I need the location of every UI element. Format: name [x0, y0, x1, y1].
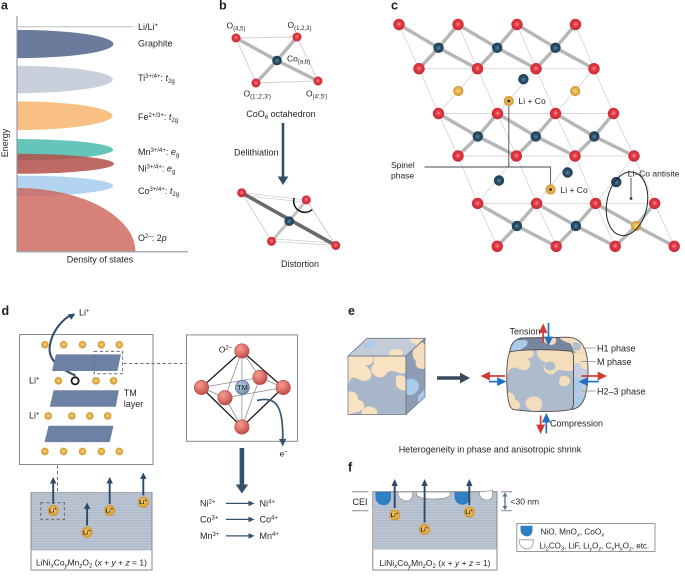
svg-text:Li + Co: Li + Co — [561, 185, 588, 195]
svg-text:M phase: M phase — [597, 357, 632, 367]
svg-text:e–: e– — [280, 449, 289, 459]
svg-text:TM: TM — [237, 383, 248, 392]
svg-text:Li+: Li+ — [106, 507, 114, 515]
svg-text:Li–Co antisite: Li–Co antisite — [628, 169, 680, 179]
svg-text:LiNixCoyMnzO2 (x + y + z = 1): LiNixCoyMnzO2 (x + y + z = 1) — [36, 558, 147, 570]
svg-text:Li+: Li+ — [420, 526, 428, 534]
svg-text:O2–: O2– — [219, 344, 233, 354]
svg-text:Co3+/4+: t2g: Co3+/4+: t2g — [138, 186, 179, 198]
svg-text:Density of states: Density of states — [67, 255, 134, 265]
svg-text:Li+: Li+ — [139, 498, 147, 506]
svg-text:Mn4+: Mn4+ — [260, 531, 280, 541]
svg-text:Fe2+/3+: t2g: Fe2+/3+: t2g — [138, 112, 178, 124]
svg-text:phase: phase — [391, 171, 414, 181]
svg-text:d: d — [2, 304, 10, 318]
svg-text:CEI: CEI — [353, 497, 368, 507]
svg-text:Tension: Tension — [510, 327, 541, 337]
svg-text:CoO6 octahedron: CoO6 octahedron — [246, 109, 315, 121]
svg-text:LiNixCoyMnzO2 (x + y + z = 1): LiNixCoyMnzO2 (x + y + z = 1) — [380, 558, 491, 570]
svg-text:Li+: Li+ — [83, 528, 91, 536]
svg-text:H1 phase: H1 phase — [597, 344, 636, 354]
svg-text:O(4,5): O(4,5) — [227, 21, 246, 33]
svg-text:Graphite: Graphite — [138, 39, 173, 49]
svg-text:Li+: Li+ — [29, 411, 40, 421]
svg-text:Li/Li+: Li/Li+ — [138, 22, 159, 32]
svg-text:O(4′,5′): O(4′,5′) — [306, 89, 327, 101]
svg-text:O(1′,2′,3′): O(1′,2′,3′) — [244, 89, 271, 101]
svg-text:Ni3+/4+: eg: Ni3+/4+: eg — [138, 164, 175, 176]
svg-text:Li+: Li+ — [49, 507, 57, 515]
svg-text:Compression: Compression — [550, 419, 603, 429]
svg-text:f: f — [348, 461, 353, 475]
svg-text:Li2CO3, LiF, LiyOz, CxHyOz, et: Li2CO3, LiF, LiyOz, CxHyOz, etc. — [540, 541, 650, 552]
svg-text:Li+: Li+ — [391, 511, 399, 519]
svg-text:e: e — [348, 304, 355, 318]
svg-text:NiO, MnOx, CoOx: NiO, MnOx, CoOx — [541, 527, 606, 538]
svg-text:Mn3+/4+: eg: Mn3+/4+: eg — [138, 147, 179, 159]
svg-text:b: b — [219, 0, 227, 13]
svg-text:Energy: Energy — [0, 128, 10, 157]
svg-text:Mn3+: Mn3+ — [200, 531, 220, 541]
svg-text:Ni4+: Ni4+ — [260, 499, 276, 509]
svg-text:Li + Co: Li + Co — [519, 96, 546, 106]
svg-text:Delithiation: Delithiation — [234, 148, 279, 158]
svg-text:Li+: Li+ — [465, 508, 473, 516]
svg-text:Co3+: Co3+ — [200, 515, 219, 525]
svg-text:<30 nm: <30 nm — [511, 497, 540, 507]
svg-text:Li+: Li+ — [29, 376, 40, 386]
svg-text:O2–: 2p: O2–: 2p — [138, 233, 167, 243]
svg-text:a: a — [1, 0, 9, 13]
svg-text:Co4+: Co4+ — [260, 515, 279, 525]
svg-text:TM: TM — [124, 388, 137, 398]
svg-text:Spinel: Spinel — [391, 160, 415, 170]
svg-text:Ti3+/4+: t2g: Ti3+/4+: t2g — [138, 73, 175, 85]
svg-text:Distortion: Distortion — [281, 259, 319, 269]
svg-text:Co(a,b): Co(a,b) — [287, 54, 310, 66]
svg-text:Li+: Li+ — [79, 308, 90, 318]
svg-text:Heterogeneity in phase and ani: Heterogeneity in phase and anisotropic s… — [399, 444, 582, 454]
svg-text:layer: layer — [124, 399, 144, 409]
svg-text:Ni2+: Ni2+ — [200, 499, 216, 509]
svg-text:c: c — [391, 0, 398, 13]
svg-text:H2–3 phase: H2–3 phase — [597, 387, 646, 397]
svg-text:O(1,2,3): O(1,2,3) — [288, 20, 312, 32]
